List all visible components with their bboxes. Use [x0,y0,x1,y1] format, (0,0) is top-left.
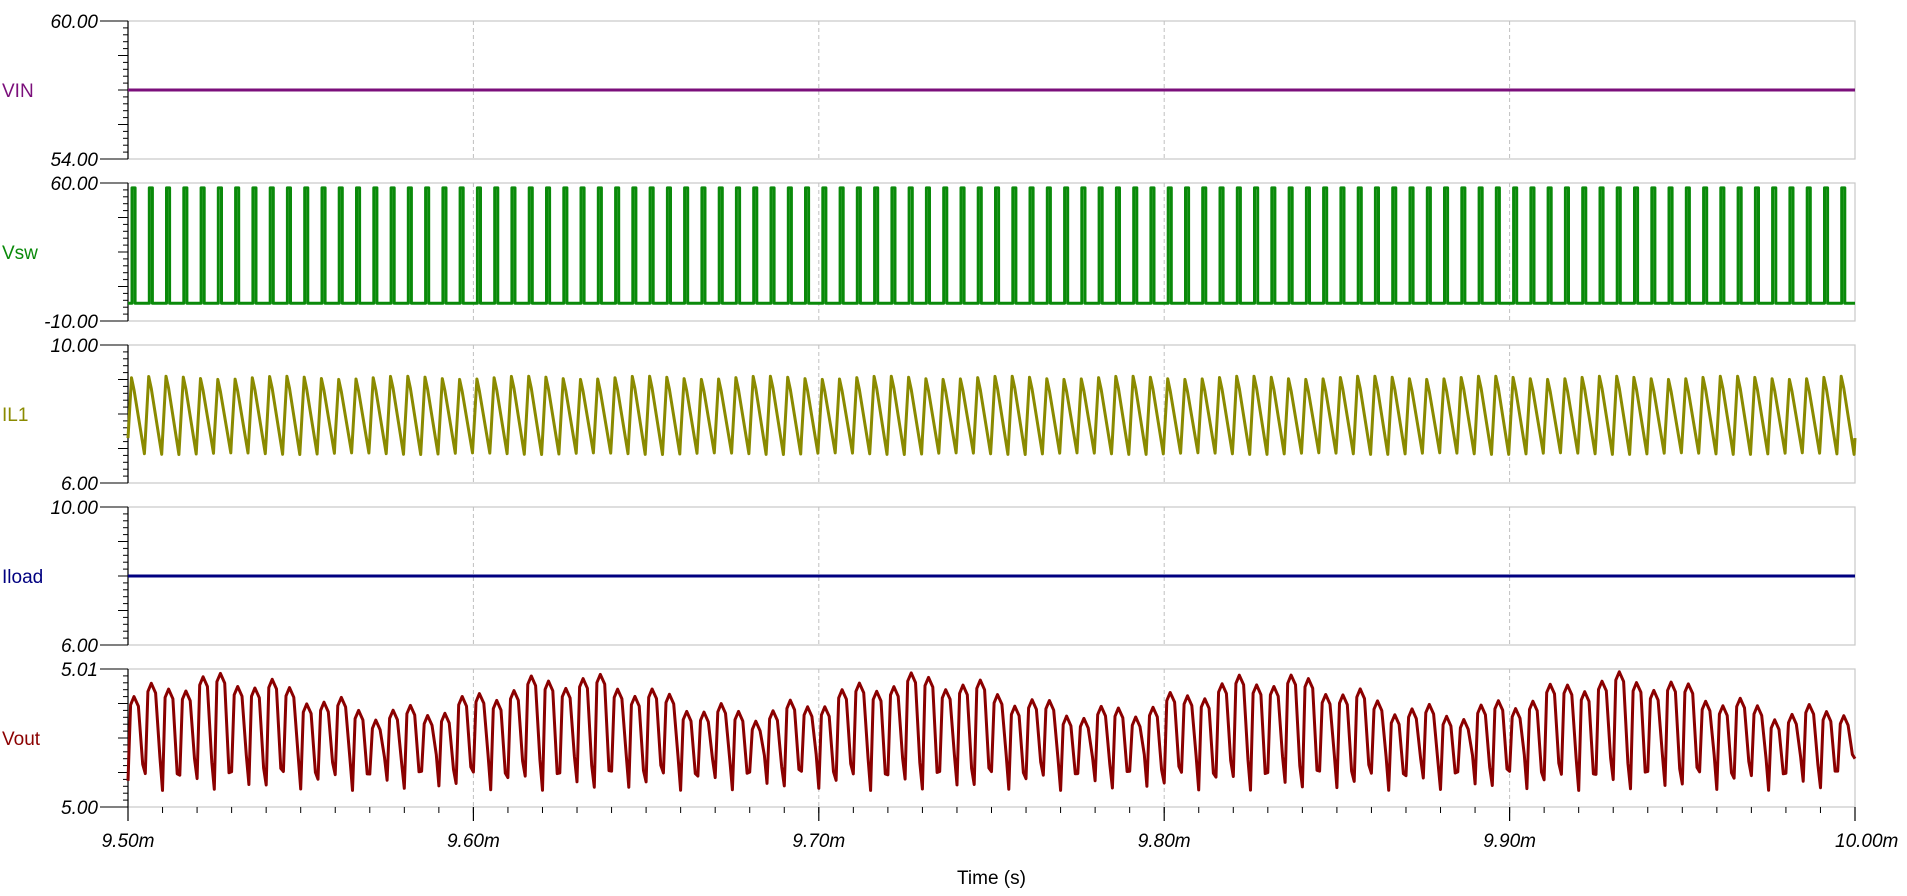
y-tick-label-min-vin: 54.00 [50,150,98,171]
panel-frame-vsw [127,182,1856,322]
channel-label-vout: Vout [2,729,41,750]
y-tick-label-max-il1: 10.00 [50,336,98,357]
x-tick-label-4: 9.90m [1483,831,1536,852]
y-tick-label-max-vin: 60.00 [50,12,98,33]
channel-label-vin: VIN [2,81,34,102]
x-tick-label-2: 9.70m [792,831,845,852]
x-tick-label-0: 9.50m [102,831,155,852]
waveform-vsw [128,186,1855,305]
y-tick-label-max-vout: 5.01 [61,660,98,681]
y-tick-label-min-vout: 5.00 [61,798,98,819]
y-tick-label-min-vsw: -10.00 [44,312,98,333]
x-axis-title: Time (s) [957,868,1026,889]
y-tick-label-min-il1: 6.00 [61,474,98,495]
x-tick-label-1: 9.60m [447,831,500,852]
channel-label-il1: IL1 [2,405,28,426]
channel-label-iload: Iload [2,567,43,588]
y-tick-label-max-vsw: 60.00 [50,174,98,195]
x-tick-label-5: 10.00m [1835,831,1898,852]
channel-label-vsw: Vsw [2,243,38,264]
waveform-vout [126,670,1857,792]
x-tick-label-3: 9.80m [1138,831,1191,852]
waveform-il1 [126,374,1857,456]
y-tick-label-min-iload: 6.00 [61,636,98,657]
y-tick-label-max-iload: 10.00 [50,498,98,519]
